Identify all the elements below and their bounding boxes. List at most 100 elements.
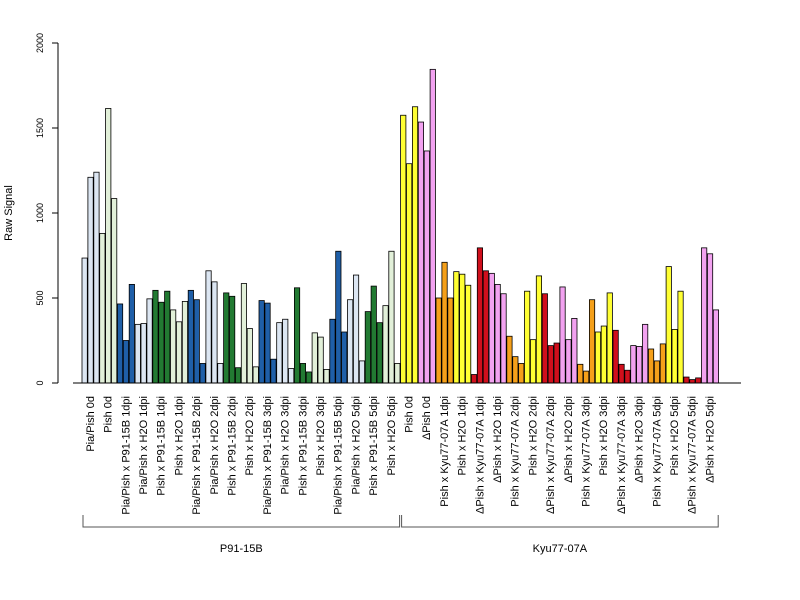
bar-pia-pish-x-h2o-1dpi-rep1 <box>134 323 141 384</box>
y-tick-label: 1500 <box>35 118 45 138</box>
x-tick-label-pia-pish-x-p91-15b-1dpi: Pia/Pish x P91-15B 1dpi <box>120 396 132 515</box>
bar-pish-x-kyu77-07a-2dpi-rep3 <box>518 363 525 384</box>
bar-pish-0d-rep2 <box>423 150 430 384</box>
bar-pish-x-h2o-2dpi-rep3 <box>571 317 578 384</box>
bar-pish-x-p91-15b-5dpi-rep2 <box>370 285 377 384</box>
x-tick-label-pish-x-kyu77-07a-3dpi: ΔPish x Kyu77-07A 3dpi <box>616 396 628 514</box>
bar-pish-x-h2o-3dpi-rep2 <box>600 325 607 384</box>
x-tick-label-pish-x-p91-15b-3dpi: Pish x P91-15B 3dpi <box>297 396 309 496</box>
x-tick-label-pish-0d: Pish 0d <box>103 396 115 433</box>
x-tick-label-pish-x-h2o-3dpi: ΔPish x H2O 3dpi <box>634 396 646 483</box>
x-tick-label-pia-pish-x-h2o-5dpi: Pia/Pish x H2O 5dpi <box>350 396 362 494</box>
bar-pish-x-kyu77-07a-1dpi-rep2 <box>441 261 448 384</box>
x-tick-label-pish-x-h2o-3dpi: Pish x H2O 3dpi <box>315 396 327 475</box>
bar-pish-x-kyu77-07a-5dpi-rep1 <box>683 376 690 384</box>
bar-pish-x-p91-15b-5dpi-rep3 <box>376 322 383 384</box>
x-tick-label-pish-x-kyu77-07a-5dpi: Pish x Kyu77-07A 5dpi <box>651 396 663 507</box>
x-tick-label-pish-x-p91-15b-1dpi: Pish x P91-15B 1dpi <box>156 396 168 496</box>
bar-pish-x-h2o-1dpi-rep2 <box>459 273 466 384</box>
x-tick-label-pia-pish-x-p91-15b-2dpi: Pia/Pish x P91-15B 2dpi <box>191 396 203 515</box>
bar-pish-x-h2o-2dpi-rep1 <box>240 283 248 384</box>
x-tick-label-pia-pish-x-p91-15b-5dpi: Pia/Pish x P91-15B 5dpi <box>333 396 345 515</box>
bar-pia-pish-x-p91-15b-1dpi-rep2 <box>122 340 130 384</box>
group-label-p91-15b: P91-15B <box>220 543 263 555</box>
bar-pish-0d-rep2 <box>406 163 413 384</box>
bar-pia-pish-0d-rep1 <box>81 257 88 384</box>
bar-pish-x-h2o-2dpi-rep3 <box>535 275 542 384</box>
bar-pish-x-h2o-1dpi-rep1 <box>488 272 495 384</box>
bar-pish-x-kyu77-07a-2dpi-rep3 <box>553 342 560 384</box>
bar-pish-x-h2o-1dpi-rep1 <box>170 309 177 384</box>
y-tick-label: 1000 <box>35 203 45 223</box>
x-tick-label-pish-x-kyu77-07a-3dpi: Pish x Kyu77-07A 3dpi <box>580 396 592 507</box>
bar-pia-pish-x-p91-15b-2dpi-rep3 <box>199 363 206 384</box>
x-tick-label-pia-pish-x-p91-15b-3dpi: Pia/Pish x P91-15B 3dpi <box>262 396 274 515</box>
bar-pish-x-kyu77-07a-1dpi-rep1 <box>470 374 478 384</box>
bar-pia-pish-x-p91-15b-3dpi-rep2 <box>264 302 271 384</box>
bar-pish-x-h2o-5dpi-rep2 <box>388 250 395 384</box>
bar-pish-0d-rep1 <box>417 121 424 384</box>
x-tick-label-pish-x-h2o-1dpi: Pish x H2O 1dpi <box>173 396 185 475</box>
bar-pia-pish-x-h2o-5dpi-rep1 <box>347 299 354 384</box>
bar-pish-x-kyu77-07a-2dpi-rep1 <box>506 335 513 384</box>
x-tick-label-pish-x-kyu77-07a-2dpi: Pish x Kyu77-07A 2dpi <box>510 396 522 507</box>
bar-pish-x-kyu77-07a-1dpi-rep2 <box>476 247 483 384</box>
bar-pish-x-kyu77-07a-2dpi-rep2 <box>512 356 519 384</box>
bar-pish-0d-rep3 <box>411 106 419 384</box>
bar-pish-x-kyu77-07a-3dpi-rep3 <box>624 369 631 384</box>
x-tick-label-pish-x-h2o-2dpi: ΔPish x H2O 2dpi <box>563 396 575 483</box>
bar-pish-x-h2o-5dpi-rep1 <box>382 305 389 384</box>
bar-pish-x-kyu77-07a-3dpi-rep2 <box>618 363 625 384</box>
bar-pish-x-p91-15b-1dpi-rep2 <box>158 301 165 384</box>
bar-pish-x-h2o-3dpi-rep2 <box>636 346 643 384</box>
bar-pish-x-h2o-2dpi-rep1 <box>524 290 531 384</box>
group-label-kyu77-07a: Kyu77-07A <box>533 543 588 555</box>
bar-pish-x-h2o-1dpi-rep2 <box>175 321 183 384</box>
bar-pish-0d-rep1 <box>99 232 106 384</box>
y-tick-label: 2000 <box>35 33 45 53</box>
x-tick-label-pish-x-kyu77-07a-1dpi: Pish x Kyu77-07A 1dpi <box>439 396 451 507</box>
x-tick-label-pish-0d: ΔPish 0d <box>421 396 433 440</box>
bar-pish-x-h2o-2dpi-rep2 <box>246 328 253 384</box>
bar-pish-x-kyu77-07a-5dpi-rep3 <box>659 343 666 384</box>
bar-pish-x-h2o-5dpi-rep1 <box>701 247 708 384</box>
bar-pish-x-h2o-3dpi-rep3 <box>323 368 330 384</box>
bar-pish-x-h2o-2dpi-rep2 <box>530 339 537 384</box>
bar-pish-x-kyu77-07a-5dpi-rep2 <box>653 360 660 384</box>
bar-pish-x-p91-15b-2dpi-rep2 <box>229 295 236 384</box>
x-tick-label-pia-pish-x-h2o-2dpi: Pia/Pish x H2O 2dpi <box>209 396 221 494</box>
bar-pia-pish-0d-rep3 <box>93 171 100 384</box>
x-tick-label-pish-x-h2o-1dpi: Pish x H2O 1dpi <box>457 396 469 475</box>
bar-pish-x-kyu77-07a-1dpi-rep3 <box>447 297 454 384</box>
bar-pish-x-h2o-5dpi-rep1 <box>665 266 672 384</box>
bar-pia-pish-x-p91-15b-1dpi-rep3 <box>128 283 135 384</box>
bar-pia-pish-x-h2o-1dpi-rep3 <box>146 298 153 384</box>
x-tick-label-pish-x-h2o-2dpi: Pish x H2O 2dpi <box>527 396 539 475</box>
x-tick-label-pish-x-kyu77-07a-1dpi: ΔPish x Kyu77-07A 1dpi <box>474 396 486 514</box>
x-tick-label-pish-x-h2o-5dpi: Pish x H2O 5dpi <box>669 396 681 475</box>
bar-pish-x-kyu77-07a-3dpi-rep1 <box>612 329 619 384</box>
x-tick-label-pish-x-h2o-1dpi: ΔPish x H2O 1dpi <box>492 396 504 483</box>
bar-pish-x-p91-15b-2dpi-rep1 <box>223 292 230 384</box>
bar-pia-pish-x-p91-15b-2dpi-rep2 <box>193 299 200 384</box>
bar-pia-pish-x-p91-15b-2dpi-rep1 <box>187 289 194 384</box>
bar-pia-pish-x-h2o-5dpi-rep3 <box>358 360 365 384</box>
bar-pish-x-h2o-2dpi-rep2 <box>565 339 572 384</box>
bar-pish-0d-rep2 <box>105 108 112 384</box>
x-tick-label-pish-x-kyu77-07a-2dpi: ΔPish x Kyu77-07A 2dpi <box>545 396 557 514</box>
bar-pia-pish-x-p91-15b-3dpi-rep3 <box>270 358 277 384</box>
bar-pia-pish-x-p91-15b-5dpi-rep1 <box>329 318 336 384</box>
group-brackets: P91-15B Kyu77-07A <box>82 515 719 555</box>
group-bracket-kyu77-07a <box>401 515 719 528</box>
x-axis-labels: Pia/Pish 0d Pish 0d Pia/Pish x P91-15B 1dp… <box>85 396 716 515</box>
bar-pish-x-kyu77-07a-5dpi-rep1 <box>648 348 655 384</box>
x-tick-label-pia-pish-x-h2o-3dpi: Pia/Pish x H2O 3dpi <box>280 396 292 494</box>
bar-pia-pish-x-p91-15b-1dpi-rep1 <box>117 303 124 384</box>
bar-pish-x-p91-15b-3dpi-rep2 <box>299 363 306 384</box>
bar-pish-x-h2o-3dpi-rep1 <box>594 331 601 384</box>
bar-pia-pish-x-h2o-2dpi-rep3 <box>217 363 224 384</box>
bar-pish-x-p91-15b-2dpi-rep3 <box>234 367 242 384</box>
group-bracket-p91-15b <box>82 515 401 528</box>
bar-pish-x-kyu77-07a-5dpi-rep3 <box>695 377 702 384</box>
bar-pish-x-h2o-1dpi-rep1 <box>453 271 460 384</box>
